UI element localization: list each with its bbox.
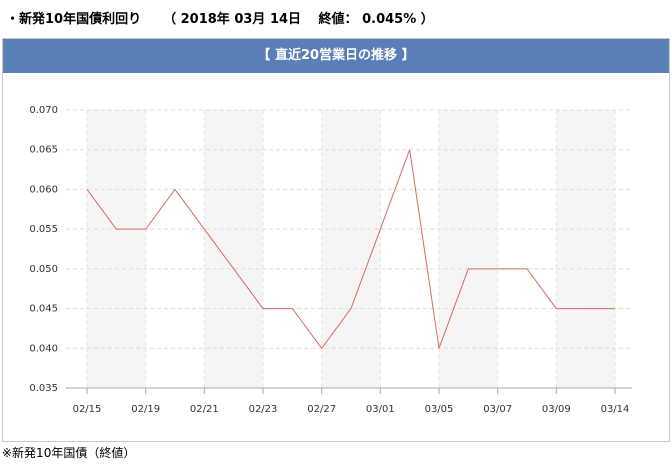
plot-band	[204, 110, 263, 388]
y-tick-label: 0.060	[29, 184, 58, 195]
y-tick-label: 0.070	[29, 105, 58, 116]
x-tick-label: 02/15	[73, 404, 102, 415]
plot-band	[321, 110, 381, 388]
y-tick-label: 0.045	[29, 304, 58, 315]
x-tick-label: 02/19	[131, 404, 160, 415]
y-tick-label: 0.040	[29, 343, 58, 354]
plot-band	[87, 110, 146, 388]
chart: 0.035 0.040 0.045 0.050 0.055 0.060 0.065 0.070…	[29, 105, 632, 415]
y-tick-label: 0.065	[29, 145, 58, 156]
chart-box: 【 直近20営業日の推移 】	[2, 38, 670, 442]
x-tick-label: 02/23	[249, 404, 278, 415]
header-title: ・新発10年国債利回り	[6, 12, 142, 27]
x-tick-label: 02/21	[190, 404, 219, 415]
x-tick-label: 03/14	[601, 404, 630, 415]
x-tick-label: 03/09	[542, 404, 571, 415]
footnote: ※新発10年国債（終値）	[2, 446, 136, 460]
x-tick-label: 03/01	[366, 404, 395, 415]
x-tick-label: 03/05	[425, 404, 454, 415]
x-tick-label: 02/27	[307, 404, 336, 415]
x-tick-label: 03/07	[483, 404, 512, 415]
chart-title: 【 直近20営業日の推移 】	[3, 39, 669, 73]
y-tick-label: 0.055	[29, 224, 58, 235]
header-info: （ 2018年 03月 14日 終値： 0.045% ）	[163, 12, 434, 27]
plot-band	[439, 110, 498, 388]
plot-band	[556, 110, 615, 388]
header: ・新発10年国債利回り （ 2018年 03月 14日 終値： 0.045% ）	[6, 8, 456, 27]
y-tick-label: 0.035	[29, 383, 58, 394]
series-line	[86, 149, 615, 350]
y-tick-label: 0.050	[29, 264, 58, 275]
